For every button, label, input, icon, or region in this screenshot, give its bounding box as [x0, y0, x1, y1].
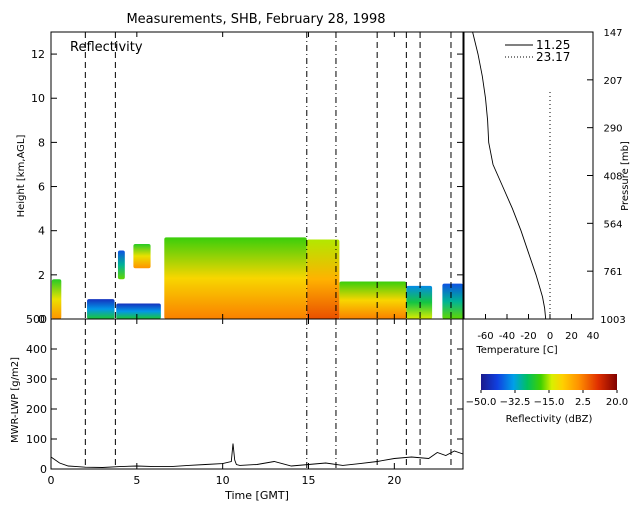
- pressure-axis: 147 207 290 408 564 761 1003: [587, 28, 626, 326]
- lwp-series-line: [50, 443, 464, 468]
- colorbar-tick-label: −50.0: [466, 397, 497, 408]
- reflectivity-echo: [164, 237, 307, 319]
- lwp-x-tick-label: 10: [216, 474, 230, 487]
- colorbar-tick-label: −15.0: [534, 397, 565, 408]
- reflectivity-echo: [339, 281, 407, 319]
- colorbar: −50.0 −32.5 −15.0 2.5 20.0 Reflectivity (dBZ…: [466, 374, 628, 425]
- pressure-tick-label: 207: [603, 76, 622, 87]
- lwp-x-tick-label: 15: [302, 474, 316, 487]
- pressure-tick-label: 564: [603, 219, 622, 230]
- lwp-y-axis: 0 100 200 300 400 500: [26, 313, 463, 476]
- temperature-tick-label: 40: [587, 331, 600, 342]
- pressure-tick-label: 408: [603, 172, 622, 183]
- reflectivity-y-tick-label: 12: [31, 48, 45, 61]
- reflectivity-echo: [116, 303, 161, 319]
- figure-title: Measurements, SHB, February 28, 1998: [126, 12, 385, 27]
- reflectivity-y-tick-label: 4: [38, 225, 45, 238]
- profile-panel: 147 207 290 408 564 761 1003 -60 -40 -20 0 20 40 Te…: [463, 28, 631, 356]
- lwp-y-tick-label: 400: [26, 343, 47, 356]
- temperature-tick-label: -60: [477, 331, 493, 342]
- profile-legend: 11.25 23.17: [505, 38, 570, 64]
- reflectivity-time-markers: [84, 32, 452, 319]
- reflectivity-echo: [406, 285, 433, 319]
- profile-series-11-25: [472, 31, 547, 320]
- pressure-tick-label: 761: [603, 267, 622, 278]
- reflectivity-y-tick-label: 10: [31, 92, 45, 105]
- lwp-frame: [50, 318, 464, 470]
- lwp-y-axis-label: MWR-LWP [g/m2]: [10, 357, 21, 443]
- temperature-tick-label: 20: [565, 331, 578, 342]
- pressure-tick-label: 1003: [600, 315, 625, 326]
- pressure-tick-label: 290: [603, 124, 622, 135]
- reflectivity-y-tick-label: 2: [38, 269, 45, 282]
- reflectivity-echo: [51, 279, 62, 319]
- pressure-axis-label: Pressure [mb]: [620, 141, 631, 211]
- reflectivity-y-tick-label: 6: [38, 181, 45, 194]
- reflectivity-field: [51, 237, 463, 319]
- reflectivity-echo: [442, 283, 463, 319]
- temperature-tick-label: -20: [520, 331, 536, 342]
- reflectivity-y-tick-label: 8: [38, 136, 45, 149]
- colorbar-tick-label: 20.0: [606, 397, 628, 408]
- lwp-x-tick-label: 5: [133, 474, 140, 487]
- temperature-axis: -60 -40 -20 0 20 40: [477, 314, 599, 342]
- lwp-x-axis-label: Time [GMT]: [224, 489, 289, 502]
- pressure-tick-label: 147: [603, 28, 622, 39]
- lwp-y-tick-label: 500: [26, 313, 47, 326]
- reflectivity-echo: [133, 243, 151, 269]
- lwp-x-axis: 0 5 10 15 20: [48, 32, 401, 487]
- colorbar-tick-label: −32.5: [500, 397, 531, 408]
- lwp-y-tick-label: 200: [26, 403, 47, 416]
- colorbar-ticks: −50.0 −32.5 −15.0 2.5 20.0: [466, 390, 628, 408]
- lwp-y-tick-label: 300: [26, 373, 47, 386]
- reflectivity-echo: [87, 299, 115, 319]
- lwp-y-tick-label: 0: [40, 463, 47, 476]
- reflectivity-y-tick-label: 0: [38, 313, 45, 326]
- lwp-y-tick-label: 100: [26, 433, 47, 446]
- temperature-axis-label: Temperature [C]: [475, 345, 557, 356]
- temperature-tick-label: 0: [547, 331, 553, 342]
- lwp-time-markers: [84, 319, 452, 469]
- lwp-x-tick-label: 0: [48, 474, 55, 487]
- profile-frame: [463, 31, 594, 320]
- legend-solid-label: 11.25: [536, 38, 570, 52]
- colorbar-label: Reflectivity (dBZ): [506, 414, 593, 425]
- temperature-tick-label: -40: [499, 331, 515, 342]
- colorbar-tick-label: 2.5: [575, 397, 591, 408]
- reflectivity-panel-label: Reflectivity: [70, 40, 143, 55]
- reflectivity-y-axis-label: Height [km,AGL]: [16, 135, 27, 218]
- reflectivity-echo: [117, 250, 125, 280]
- colorbar-gradient: [481, 374, 617, 390]
- reflectivity-echo: [306, 239, 340, 319]
- legend-dotted-label: 23.17: [536, 50, 570, 64]
- lwp-x-tick-label: 20: [387, 474, 401, 487]
- reflectivity-panel: Reflectivity 0 2 4 6 8 10 12 Height [km,AGL]: [16, 31, 464, 326]
